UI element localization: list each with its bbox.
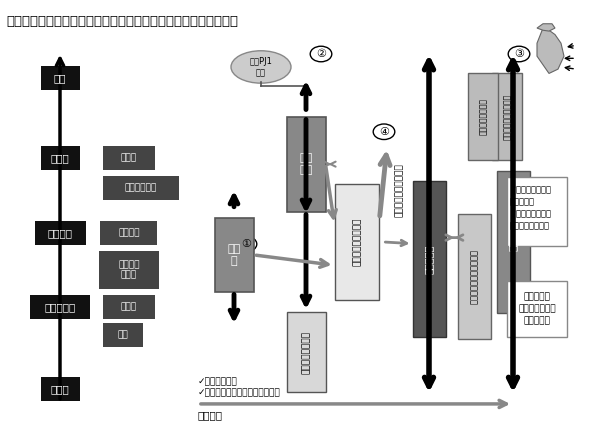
FancyBboxPatch shape (30, 295, 90, 319)
Text: ④: ④ (379, 127, 389, 137)
FancyBboxPatch shape (287, 117, 325, 212)
Text: 生物多様性と生態系機能の視点に基づく環境影響評価手法の開発: 生物多様性と生態系機能の視点に基づく環境影響評価手法の開発 (6, 15, 238, 28)
Text: ✓汎用性ある評価
　法の開発
✓具体的な野外で
　の妥当性の検証: ✓汎用性ある評価 法の開発 ✓具体的な野外で の妥当性の検証 (510, 186, 552, 230)
Circle shape (235, 236, 257, 252)
FancyBboxPatch shape (103, 146, 155, 170)
FancyBboxPatch shape (413, 181, 446, 337)
Text: 流域生態系モデル: 流域生態系モデル (479, 98, 488, 135)
FancyBboxPatch shape (507, 177, 567, 246)
Circle shape (508, 46, 530, 62)
FancyBboxPatch shape (458, 214, 491, 339)
Text: 野外調査・実証実験: 野外調査・実証実験 (353, 218, 361, 266)
Text: 景観: 景観 (54, 73, 66, 83)
FancyBboxPatch shape (497, 171, 530, 313)
Text: ①: ① (241, 239, 251, 249)
Text: ②: ② (316, 49, 326, 59)
Circle shape (310, 46, 332, 62)
Text: 生態系: 生態系 (50, 152, 70, 163)
FancyBboxPatch shape (492, 73, 522, 160)
FancyBboxPatch shape (335, 184, 379, 300)
Text: 分布域拡大予測モデル: 分布域拡大予測モデル (503, 93, 511, 140)
Text: 生態系のカタストロフ: 生態系のカタストロフ (395, 163, 404, 217)
FancyBboxPatch shape (35, 222, 86, 245)
Text: 漁獲圧: 漁獲圧 (121, 302, 137, 311)
FancyBboxPatch shape (41, 377, 79, 401)
FancyBboxPatch shape (103, 323, 143, 346)
Text: 有用生物量の低下: 有用生物量の低下 (302, 330, 311, 374)
Text: ため
池群: ため 池群 (299, 153, 313, 175)
Circle shape (373, 124, 395, 140)
Text: ✓集団存続解析: ✓集団存続解析 (198, 378, 238, 387)
FancyBboxPatch shape (41, 66, 79, 90)
Text: 化学物質: 化学物質 (118, 229, 140, 238)
Text: ③: ③ (514, 49, 524, 59)
Text: 遺伝子: 遺伝子 (50, 384, 70, 394)
Text: 乱獲: 乱獲 (118, 330, 128, 339)
FancyBboxPatch shape (103, 295, 155, 319)
Polygon shape (537, 24, 555, 31)
FancyBboxPatch shape (103, 176, 179, 200)
FancyBboxPatch shape (287, 312, 325, 392)
FancyBboxPatch shape (41, 146, 79, 170)
Text: 過栄養化
貧酸素: 過栄養化 貧酸素 (118, 260, 140, 280)
Text: 質の異なる
環境ストレスの
リスク評価: 質の異なる 環境ストレスの リスク評価 (518, 292, 556, 325)
Text: ミジンコ: ミジンコ (198, 410, 223, 420)
Text: 中核PJ1
曝露: 中核PJ1 曝露 (250, 57, 272, 77)
FancyBboxPatch shape (507, 281, 567, 337)
Ellipse shape (231, 51, 291, 83)
Text: 絶滅・群集の撹乱モデル: 絶滅・群集の撹乱モデル (470, 249, 479, 304)
Text: 生物群集: 生物群集 (47, 228, 73, 238)
FancyBboxPatch shape (100, 222, 157, 245)
Text: 生息地の改変: 生息地の改変 (125, 184, 157, 192)
Text: 浸入種: 浸入種 (508, 232, 518, 251)
Polygon shape (537, 28, 564, 73)
Text: 侵入種: 侵入種 (121, 153, 137, 162)
FancyBboxPatch shape (468, 73, 498, 160)
Text: 東京
湾: 東京 湾 (227, 244, 241, 266)
FancyBboxPatch shape (99, 251, 159, 289)
Text: ✓化学物質による絶滅リスク予測: ✓化学物質による絶滅リスク予測 (198, 389, 281, 397)
Text: 種一個体群: 種一個体群 (44, 302, 76, 312)
FancyBboxPatch shape (215, 218, 254, 292)
Text: 数理モデル: 数理モデル (424, 245, 434, 274)
